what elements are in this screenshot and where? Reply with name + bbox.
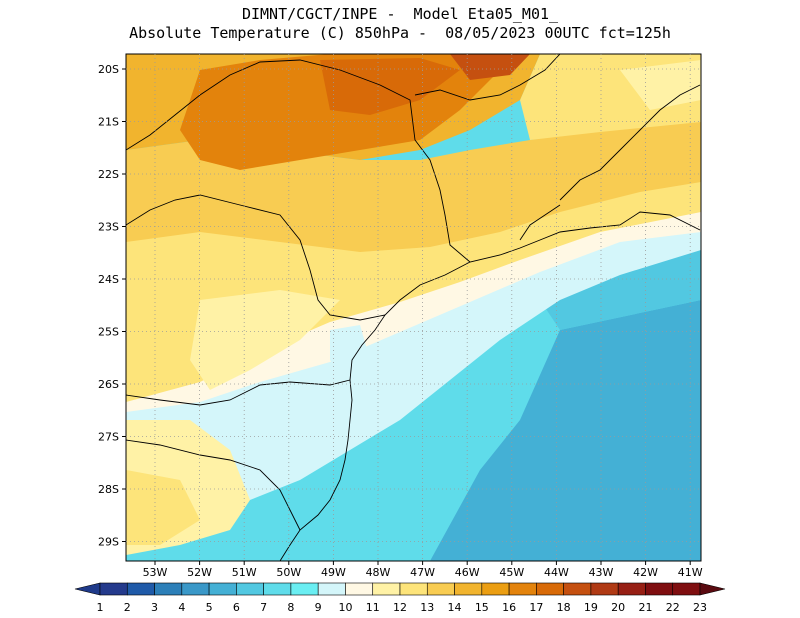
colorbar-label: 11	[366, 601, 380, 614]
graticule	[126, 54, 701, 561]
lon-label: 49W	[321, 566, 346, 579]
colorbar-label: 20	[611, 601, 625, 614]
colorbar-labels: 1 2 3 4 5 6 7 8 9 10 11 12 13 14 15 16 17 18 19 20 21 22 23	[97, 601, 708, 614]
colorbar-arrow-low	[74, 582, 101, 596]
colorbar-label: 16	[502, 601, 516, 614]
lat-label: 22S	[98, 168, 119, 181]
colorbar-swatch	[290, 582, 319, 596]
colorbar-label: 10	[338, 601, 352, 614]
colorbar-label: 4	[178, 601, 185, 614]
lon-label: 41W	[678, 566, 703, 579]
colorbar-swatch	[617, 582, 646, 596]
colorbar-swatch	[536, 582, 564, 596]
lat-label: 29S	[98, 536, 119, 549]
colorbar-label: 21	[638, 601, 652, 614]
colorbar-swatch	[454, 582, 483, 596]
boundaries	[126, 54, 701, 561]
colorbar-swatch	[181, 582, 210, 596]
colorbar-swatch	[508, 582, 537, 596]
colorbar-swatch	[154, 582, 183, 596]
colorbar-label: 22	[666, 601, 680, 614]
colorbar-label: 15	[475, 601, 489, 614]
colorbar-label: 6	[233, 601, 240, 614]
colorbar-label: 7	[260, 601, 267, 614]
colorbar-label: 9	[315, 601, 322, 614]
colorbar-label: 19	[584, 601, 598, 614]
colorbar-swatch	[263, 582, 292, 596]
lat-label: 27S	[98, 431, 119, 444]
colorbar-swatch	[345, 582, 374, 596]
lon-label: 46W	[455, 566, 480, 579]
colorbar-swatch	[372, 582, 401, 596]
lat-label: 25S	[98, 326, 119, 339]
colorbar-label: 23	[693, 601, 707, 614]
colorbar-label: 18	[557, 601, 571, 614]
colorbar-label: 13	[420, 601, 434, 614]
colorbar-swatch	[399, 582, 428, 596]
colorbar-label: 17	[529, 601, 543, 614]
lon-label: 44W	[544, 566, 569, 579]
lat-label: 23S	[98, 221, 119, 234]
colorbar-swatch	[481, 582, 510, 596]
lon-label: 45W	[499, 566, 524, 579]
colorbar-label: 1	[97, 601, 104, 614]
colorbar-label: 12	[393, 601, 407, 614]
colorbar	[74, 582, 726, 596]
colorbar-swatch	[208, 582, 237, 596]
lon-label: 53W	[143, 566, 168, 579]
colorbar-swatch	[590, 582, 619, 596]
colorbar-swatch	[99, 582, 128, 596]
lon-label: 48W	[366, 566, 391, 579]
lon-label: 51W	[232, 566, 257, 579]
lon-label: 47W	[410, 566, 435, 579]
map-title-line-1: DIMNT/CGCT/INPE - Model Eta05_M01_	[241, 5, 559, 23]
colorbar-label: 3	[151, 601, 158, 614]
colorbar-label: 2	[124, 601, 131, 614]
plot-frame	[125, 53, 702, 562]
map-title-line-2: Absolute Temperature (C) 850hPa - 08/05/…	[129, 24, 671, 42]
colorbar-swatch	[426, 582, 455, 596]
lat-label: 28S	[98, 483, 119, 496]
colorbar-swatch	[236, 582, 264, 596]
temperature-field	[126, 54, 701, 561]
colorbar-swatch	[645, 582, 674, 596]
lat-label: 24S	[98, 273, 119, 286]
colorbar-arrow-high	[699, 582, 726, 596]
lat-label: 21S	[98, 116, 119, 129]
colorbar-swatch	[563, 582, 592, 596]
colorbar-label: 8	[287, 601, 294, 614]
longitude-labels: 53W 52W 51W 50W 49W 48W 47W 46W 45W 44W 43W 42W 41W	[143, 561, 703, 579]
lon-label: 42W	[633, 566, 658, 579]
lat-label: 20S	[98, 63, 119, 76]
colorbar-swatch	[672, 582, 701, 596]
lon-label: 43W	[589, 566, 614, 579]
lon-label: 52W	[187, 566, 212, 579]
lat-label: 26S	[98, 378, 119, 391]
colorbar-label: 5	[206, 601, 213, 614]
lon-label: 50W	[276, 566, 301, 579]
colorbar-label: 14	[448, 601, 462, 614]
colorbar-swatch	[126, 582, 155, 596]
colorbar-swatch	[317, 582, 346, 596]
latitude-labels: 20S 21S 22S 23S 24S 25S 26S 27S 28S 29S	[98, 63, 126, 549]
